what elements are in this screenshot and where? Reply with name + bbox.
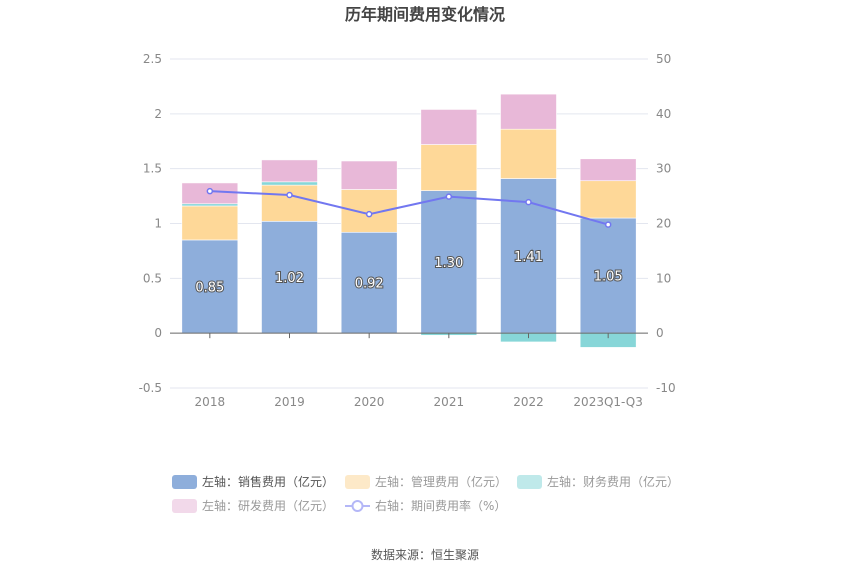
- legend-item[interactable]: 左轴：财务费用（亿元）: [517, 474, 679, 489]
- x-tick-label: 2022: [513, 395, 544, 409]
- legend-item[interactable]: 右轴：期间费用率（%）: [345, 498, 506, 513]
- bar-segment: [500, 128, 557, 179]
- left-tick-label: 1.5: [143, 162, 162, 176]
- legend-label: 右轴：期间费用率（%）: [375, 498, 506, 513]
- legend-label: 左轴：财务费用（亿元）: [547, 474, 679, 489]
- left-tick-label: -0.5: [139, 381, 162, 395]
- bar-value-label: 1.41: [514, 250, 543, 265]
- bar-segment: [261, 159, 318, 183]
- legend-marker-icon: [351, 500, 364, 512]
- right-tick-label: 40: [656, 107, 671, 121]
- rate-point: [525, 198, 532, 206]
- bar-segment: [261, 181, 318, 186]
- x-tick-label: 2019: [274, 395, 305, 409]
- bar-segment: [420, 144, 478, 191]
- legend-label: 左轴：研发费用（亿元）: [202, 498, 334, 513]
- legend-label: 左轴：管理费用（亿元）: [375, 474, 507, 489]
- bars: [181, 93, 637, 348]
- bar-segment: [579, 158, 637, 182]
- rate-line: [206, 187, 612, 228]
- bar-segment: [261, 184, 318, 222]
- x-tick-label: 2021: [434, 395, 465, 409]
- bar-segment: [340, 160, 398, 190]
- right-tick-label: 50: [656, 52, 671, 66]
- x-tick-label: 2023Q1-Q3: [573, 395, 642, 409]
- right-tick-label: 10: [656, 271, 671, 285]
- left-tick-label: 0.5: [143, 271, 162, 285]
- legend-item[interactable]: 左轴：销售费用（亿元）: [172, 474, 334, 489]
- legend-swatch: [517, 475, 542, 489]
- bar-value-label: 0.85: [195, 281, 224, 296]
- grid: [170, 58, 648, 389]
- left-tick-label: 2: [154, 107, 162, 121]
- legend-item[interactable]: 左轴：管理费用（亿元）: [345, 474, 507, 489]
- rate-point: [365, 210, 373, 218]
- rate-point: [206, 187, 214, 195]
- bar-segment: [340, 189, 398, 233]
- bar-value-label: 0.92: [355, 277, 384, 292]
- right-tick-label: 0: [656, 326, 664, 340]
- axes: -0.5 0 0.5 1 1.5 2 2.5 -10 0 10 20 30 40 50 2018 2019 20…: [139, 52, 676, 409]
- legend-item[interactable]: 左轴：研发费用（亿元）: [172, 498, 334, 513]
- bar-value-label: 1.30: [434, 256, 463, 271]
- legend-swatch: [345, 475, 370, 489]
- rate-point: [604, 221, 612, 228]
- x-tick-label: 2018: [195, 395, 226, 409]
- left-tick-label: 2.5: [143, 52, 162, 66]
- bar-segment: [420, 109, 478, 145]
- bar-value-label: 1.02: [275, 271, 304, 286]
- bar-value-label: 1.05: [594, 270, 623, 285]
- legend-swatch: [172, 475, 197, 489]
- chart-title: 历年期间费用变化情况: [345, 5, 505, 24]
- legend: 左轴：销售费用（亿元） 左轴：管理费用（亿元） 左轴：财务费用（亿元） 左轴：研发费用…: [172, 474, 679, 513]
- legend-label: 左轴：销售费用（亿元）: [202, 474, 334, 489]
- left-tick-label: 0: [154, 326, 162, 340]
- bar-segment: [579, 180, 637, 219]
- bar-segment: [181, 203, 239, 207]
- data-labels: 0.85 1.02 0.92 1.30 1.41 1.05: [194, 249, 623, 297]
- legend-swatch: [172, 499, 197, 513]
- right-tick-label: -10: [656, 381, 676, 395]
- rate-line-path: [209, 190, 609, 226]
- right-tick-label: 20: [656, 217, 671, 231]
- rate-point: [445, 193, 453, 200]
- bar-segment: [181, 205, 239, 241]
- rate-point: [286, 191, 293, 199]
- source-note: 数据来源：恒生聚源: [371, 547, 479, 562]
- bar-segment: [500, 93, 557, 130]
- left-tick-label: 1: [154, 217, 162, 231]
- right-tick-label: 30: [656, 162, 671, 176]
- x-tick-label: 2020: [354, 395, 385, 409]
